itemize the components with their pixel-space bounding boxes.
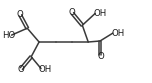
Text: O: O bbox=[98, 52, 104, 61]
Text: OH: OH bbox=[38, 65, 52, 74]
Text: OH: OH bbox=[111, 29, 124, 38]
Text: O: O bbox=[68, 8, 75, 17]
Text: O: O bbox=[18, 65, 25, 74]
Text: OH: OH bbox=[93, 9, 107, 18]
Text: O: O bbox=[16, 10, 23, 19]
Text: HO: HO bbox=[2, 31, 15, 40]
